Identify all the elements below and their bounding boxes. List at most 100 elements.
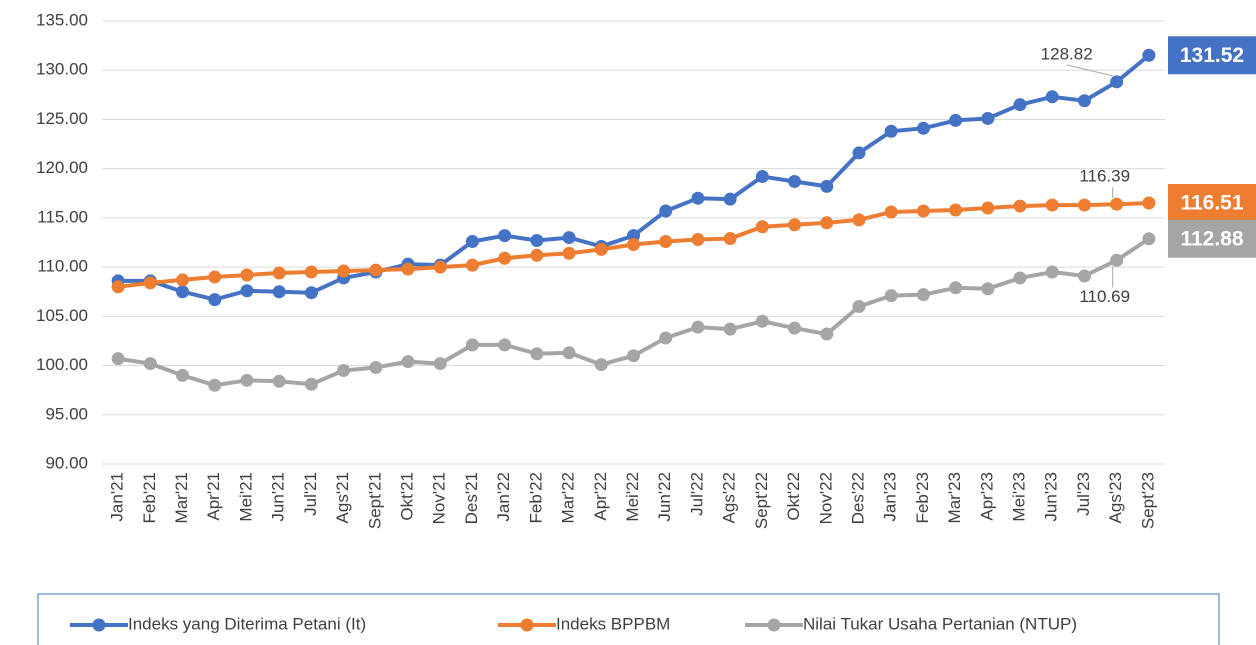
point xyxy=(659,235,673,249)
point xyxy=(562,246,576,260)
point xyxy=(337,363,351,377)
legend-label: Indeks BPPBM xyxy=(556,614,670,633)
point xyxy=(1045,198,1059,212)
point xyxy=(884,205,898,219)
point xyxy=(1077,269,1091,283)
point xyxy=(691,233,705,247)
leader-line xyxy=(1066,64,1113,77)
point xyxy=(498,251,512,265)
point xyxy=(304,265,318,279)
point xyxy=(627,237,640,251)
point xyxy=(723,232,737,246)
point xyxy=(1110,75,1124,89)
data-label: 112.88 xyxy=(1180,227,1243,250)
data-label: 116.39 xyxy=(1079,167,1130,186)
data-label: 116.51 xyxy=(1180,192,1243,215)
point xyxy=(176,285,190,299)
point xyxy=(433,260,447,274)
x-tick-label: Jul'23 xyxy=(1074,472,1093,516)
point xyxy=(852,299,866,313)
x-tick-label: Ags'22 xyxy=(720,472,739,523)
point xyxy=(208,270,222,284)
x-tick-label: Jan'23 xyxy=(881,472,900,522)
point xyxy=(788,174,802,188)
point xyxy=(594,242,608,256)
point xyxy=(304,377,318,391)
point xyxy=(272,374,286,388)
point xyxy=(723,192,737,206)
legend-label: Indeks yang Diterima Petani (It) xyxy=(128,614,366,633)
x-tick-label: Mei'21 xyxy=(236,472,255,522)
legend-marker xyxy=(92,618,106,632)
point xyxy=(562,346,576,360)
y-tick-label: 120.00 xyxy=(36,158,88,177)
point xyxy=(949,113,963,127)
point xyxy=(433,357,447,371)
y-tick-label: 115.00 xyxy=(37,207,88,226)
point xyxy=(659,204,673,218)
point xyxy=(1013,98,1027,112)
x-tick-label: Jun'22 xyxy=(655,472,674,522)
point xyxy=(691,191,705,205)
x-tick-label: Jul'21 xyxy=(301,472,320,516)
point xyxy=(981,111,995,125)
point xyxy=(723,322,737,336)
x-tick-label: Jan'21 xyxy=(108,472,127,522)
point xyxy=(498,229,512,243)
point xyxy=(240,284,254,298)
x-tick-label: Apr'22 xyxy=(591,472,610,521)
y-tick-label: 135.00 xyxy=(36,10,88,29)
point xyxy=(176,273,190,287)
data-label-box xyxy=(1168,219,1256,258)
point xyxy=(949,281,963,295)
data-label-box xyxy=(1168,184,1256,223)
legend-label: Nilai Tukar Usaha Pertanian (NTUP) xyxy=(803,614,1077,633)
point xyxy=(562,231,576,245)
point xyxy=(627,349,640,363)
x-tick-label: Mei'23 xyxy=(1010,472,1029,522)
point xyxy=(208,378,222,392)
y-tick-label: 130.00 xyxy=(36,60,88,79)
point xyxy=(884,124,898,138)
point xyxy=(1013,271,1027,285)
x-tick-label: Mar'22 xyxy=(559,472,578,523)
x-tick-label: Apr'21 xyxy=(204,472,223,521)
point xyxy=(143,357,157,371)
point xyxy=(401,262,415,276)
point xyxy=(176,368,190,382)
x-tick-label: Des'22 xyxy=(848,472,867,524)
y-tick-label: 90.00 xyxy=(45,453,88,472)
point xyxy=(1045,90,1059,104)
point xyxy=(1110,253,1124,267)
point xyxy=(1077,94,1091,108)
y-tick-label: 100.00 xyxy=(36,355,88,374)
x-tick-label: Jun'23 xyxy=(1042,472,1061,522)
point xyxy=(111,352,125,366)
x-tick-label: Mar'21 xyxy=(172,472,191,523)
x-tick-label: Ags'21 xyxy=(333,472,352,523)
point xyxy=(208,293,222,307)
y-tick-label: 125.00 xyxy=(36,109,88,128)
point xyxy=(369,263,383,277)
point xyxy=(884,289,898,303)
point xyxy=(369,361,383,375)
point xyxy=(465,258,479,272)
point xyxy=(1142,232,1156,246)
point xyxy=(755,314,769,328)
point xyxy=(820,179,834,193)
x-tick-label: Sept'22 xyxy=(752,472,771,529)
point xyxy=(691,320,705,334)
point xyxy=(852,213,866,227)
point xyxy=(465,235,479,249)
point xyxy=(111,280,125,294)
point xyxy=(143,276,157,290)
point xyxy=(1110,197,1124,211)
point xyxy=(530,347,544,361)
point xyxy=(981,201,995,215)
x-tick-label: Feb'22 xyxy=(526,472,545,523)
x-tick-label: Feb'21 xyxy=(140,472,159,523)
point xyxy=(1077,198,1091,212)
point xyxy=(981,282,995,296)
data-label-box xyxy=(1168,36,1256,75)
